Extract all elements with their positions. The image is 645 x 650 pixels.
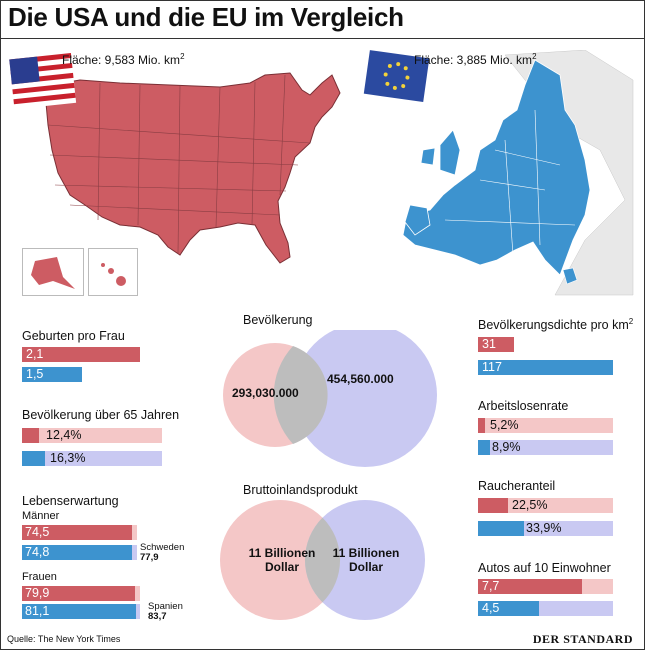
alaska-inset bbox=[22, 248, 84, 296]
cars-eu-bar: 4,5 bbox=[478, 601, 613, 616]
gdp-venn bbox=[220, 500, 425, 620]
life-expectancy-title: Lebenserwartung bbox=[22, 494, 119, 508]
unemployment-title: Arbeitslosenrate bbox=[478, 399, 569, 413]
men-eu-bar: 74,8 bbox=[22, 545, 137, 560]
births-eu-fill bbox=[22, 367, 83, 382]
smokers-eu-value: 33,9% bbox=[526, 521, 562, 535]
density-eu-value: 117 bbox=[482, 360, 502, 374]
eu-map bbox=[402, 50, 634, 296]
over65-title: Bevölkerung über 65 Jahren bbox=[22, 408, 180, 422]
cars-usa-value: 7,7 bbox=[482, 579, 500, 593]
unemployment-usa-bar: 5,2% bbox=[478, 418, 613, 433]
density-title: Bevölkerungsdichte pro km2 bbox=[478, 317, 634, 333]
men-label: Männer bbox=[22, 510, 60, 522]
women-eu-bar: 81,1 bbox=[22, 604, 140, 619]
smokers-eu-bar: 33,9% bbox=[478, 521, 613, 536]
births-usa-bar: 2,1 bbox=[22, 347, 140, 362]
density-eu-fill bbox=[478, 360, 613, 375]
women-label: Frauen bbox=[22, 571, 57, 583]
gdp-eu-circle bbox=[305, 500, 425, 620]
unemployment-usa-fill bbox=[478, 418, 486, 433]
women-max-note: Spanien 83,7 bbox=[148, 601, 183, 622]
men-max-note: Schweden 77,9 bbox=[140, 542, 185, 563]
unemployment-eu-bar: 8,9% bbox=[478, 440, 613, 455]
gdp-eu-value: 11 Billionen Dollar bbox=[332, 546, 400, 574]
title-divider bbox=[0, 38, 645, 39]
over65-eu-fill bbox=[22, 451, 45, 466]
over65-usa-value: 12,4% bbox=[46, 428, 82, 442]
men-usa-value: 74,5 bbox=[25, 525, 50, 539]
unemployment-eu-fill bbox=[478, 440, 490, 455]
population-title: Bevölkerung bbox=[243, 313, 313, 327]
births-title: Geburten pro Frau bbox=[22, 329, 125, 343]
hawaii-inset bbox=[88, 248, 138, 296]
smokers-title: Raucheranteil bbox=[478, 479, 556, 493]
density-usa-value: 31 bbox=[482, 337, 496, 351]
gdp-title: Bruttoinlandsprodukt bbox=[243, 483, 358, 497]
smokers-usa-bar: 22,5% bbox=[478, 498, 613, 513]
smokers-usa-fill bbox=[478, 498, 509, 513]
men-usa-fill bbox=[22, 525, 132, 540]
men-eu-fill bbox=[22, 545, 133, 560]
unemployment-eu-value: 8,9% bbox=[492, 440, 521, 454]
smokers-eu-fill bbox=[478, 521, 524, 536]
population-eu-value: 454,560.000 bbox=[327, 372, 394, 386]
women-usa-fill bbox=[22, 586, 135, 601]
population-eu-circle bbox=[293, 330, 437, 467]
cars-eu-value: 4,5 bbox=[482, 601, 500, 615]
births-eu-bar: 1,5 bbox=[22, 367, 140, 382]
page-title: Die USA und die EU im Vergleich bbox=[8, 2, 404, 32]
cars-eu-fill bbox=[478, 601, 539, 616]
over65-usa-bar: 12,4% bbox=[22, 428, 162, 443]
publisher-logo: DER STANDARD bbox=[532, 632, 633, 646]
density-usa-bar: 31 bbox=[478, 337, 613, 352]
source-note: Quelle: The New York Times bbox=[7, 634, 121, 644]
gdp-usa-value: 11 Billionen Dollar bbox=[248, 546, 316, 574]
population-venn bbox=[223, 330, 437, 467]
women-usa-value: 79,9 bbox=[25, 586, 50, 600]
eu-flag-icon bbox=[363, 50, 430, 103]
gdp-usa-circle bbox=[220, 500, 340, 620]
over65-usa-fill bbox=[22, 428, 40, 443]
women-usa-bar: 79,9 bbox=[22, 586, 140, 601]
usa-area-label: Fläche: 9,583 Mio. km2 bbox=[62, 52, 185, 67]
usa-map bbox=[45, 72, 341, 264]
births-eu-value: 1,5 bbox=[26, 367, 44, 381]
cars-usa-fill bbox=[478, 579, 582, 594]
density-usa-fill bbox=[478, 337, 514, 352]
usa-flag-icon bbox=[9, 53, 77, 110]
smokers-usa-value: 22,5% bbox=[512, 498, 548, 512]
density-eu-bar: 117 bbox=[478, 360, 613, 375]
women-eu-fill bbox=[22, 604, 137, 619]
births-usa-fill bbox=[22, 347, 140, 362]
men-eu-value: 74,8 bbox=[25, 545, 50, 559]
births-usa-value: 2,1 bbox=[26, 347, 44, 361]
unemployment-usa-value: 5,2% bbox=[490, 418, 519, 432]
over65-eu-bar: 16,3% bbox=[22, 451, 162, 466]
cars-title: Autos auf 10 Einwohner bbox=[478, 561, 611, 575]
women-eu-value: 81,1 bbox=[25, 604, 50, 618]
cars-usa-bar: 7,7 bbox=[478, 579, 613, 594]
over65-eu-value: 16,3% bbox=[50, 451, 86, 465]
men-usa-bar: 74,5 bbox=[22, 525, 137, 540]
eu-area-label: Fläche: 3,885 Mio. km2 bbox=[414, 52, 537, 67]
population-usa-value: 293,030.000 bbox=[232, 386, 299, 400]
